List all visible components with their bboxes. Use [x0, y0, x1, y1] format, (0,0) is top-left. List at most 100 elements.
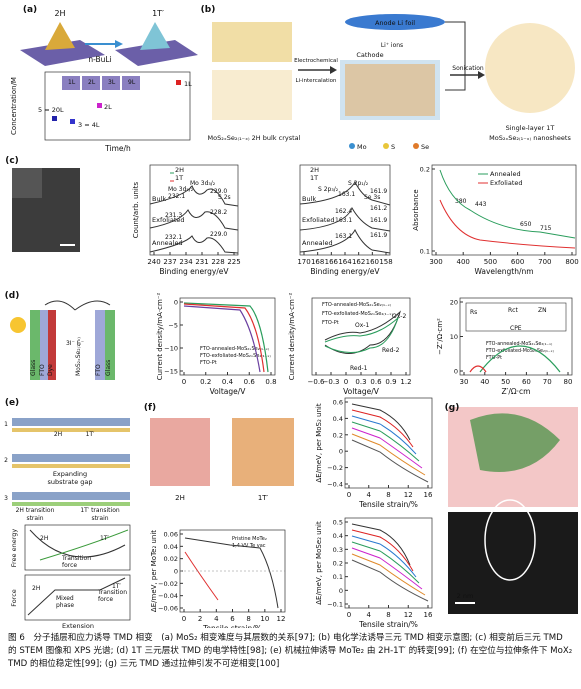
panel-label: (g) — [445, 403, 460, 413]
label: 2H — [175, 494, 185, 502]
y-axis-label: Current density/mA·cm⁻² — [288, 293, 296, 381]
label: Expanding — [53, 470, 87, 478]
x-tick-label: 0.2 — [200, 378, 211, 386]
label: FTO-exfoliated-MoS₂ₓSe₂₍₁₋ₓ₎ — [322, 311, 393, 317]
x-tick-label: 50 — [501, 378, 510, 386]
y-tick-label: 0.3 — [333, 546, 343, 554]
y-tick-label: −15 — [164, 368, 178, 376]
y-tick-label: 0.4 — [333, 415, 343, 423]
label: Bulk — [302, 195, 316, 203]
label: 2H — [310, 166, 319, 174]
label: phase — [56, 602, 74, 609]
x-tick-label: 170 — [297, 258, 310, 266]
label: FTO-exfoliated-MoS₂ₓSe₂₍₁₋ₓ₎ — [486, 348, 554, 354]
label: 9L — [128, 79, 136, 86]
y-tick-label: −0.04 — [158, 592, 178, 600]
panel-label: (b) — [201, 5, 216, 15]
x-tick-label: 800 — [565, 258, 578, 266]
curve — [183, 302, 269, 373]
label: 163.1 — [335, 233, 352, 240]
curve — [149, 209, 239, 231]
x-axis-label: Tensile strain/% — [202, 624, 262, 628]
curve — [149, 235, 239, 254]
curve — [351, 427, 423, 469]
label: 1,4-VV Te vac — [232, 543, 266, 549]
label: FTO-exfoliated-MoS₂ₓSe₂₍₁₋ₓ₎ — [200, 353, 271, 359]
label: 228.2 — [210, 209, 227, 216]
panel-label: (e) — [5, 398, 19, 408]
x-tick-label: 4 — [367, 491, 372, 499]
label: 162.4 — [335, 208, 352, 215]
label: 2H — [175, 166, 184, 174]
label: Ox-2 — [392, 313, 406, 320]
curve — [299, 206, 391, 232]
curve — [351, 553, 426, 596]
label: 232.1 — [165, 234, 182, 241]
y-tick-label: −0.1 — [327, 601, 343, 609]
label: 1T — [310, 174, 318, 182]
curve — [351, 535, 417, 578]
x-tick-label: 225 — [227, 258, 240, 266]
schematic-e — [12, 418, 131, 621]
y-axis-label: ΔE/meV, per MoTe₂ unit — [150, 530, 158, 612]
y-tick-label: 0 — [454, 368, 458, 376]
x-tick-label: 164 — [338, 258, 352, 266]
label: 1L — [68, 79, 76, 86]
x-axis-label: Z′/Ω·cm — [502, 387, 531, 396]
label: Rct — [508, 307, 518, 314]
curve — [351, 559, 429, 602]
label: n-BuLi — [88, 55, 111, 64]
label: 3 = 4L — [78, 121, 100, 129]
label: Single-layer 1T — [506, 124, 555, 132]
x-tick-label: 12 — [404, 611, 413, 619]
label: Exfoliated — [490, 179, 523, 187]
label: 715 — [540, 225, 552, 232]
curve — [184, 551, 219, 601]
y-tick-label: 0.2 — [333, 560, 343, 568]
circuit-box — [465, 302, 567, 332]
x-axis-label: Wavelength/nm — [474, 267, 533, 276]
y-tick-label: 10 — [450, 333, 458, 341]
x-tick-label: 228 — [211, 258, 224, 266]
label: FTO-Pt — [486, 355, 502, 361]
label: Dye — [47, 364, 54, 376]
label: 2 nm — [457, 592, 474, 600]
x-axis-label: Voltage/V — [210, 387, 247, 396]
x-tick-label: 10 — [260, 615, 269, 623]
label: 1T′ — [86, 431, 95, 438]
label: 1T′ — [152, 9, 164, 18]
panel-label: (f) — [144, 403, 156, 413]
label: 3L — [108, 79, 116, 86]
x-tick-label: 168 — [311, 258, 324, 266]
x-tick-label: −0.3 — [323, 378, 340, 386]
label: Transition — [97, 589, 127, 596]
x-tick-label: 234 — [179, 258, 193, 266]
curve — [184, 537, 279, 609]
curve — [183, 303, 265, 373]
label: S 2s — [218, 194, 231, 201]
x-tick-label: 160 — [366, 258, 379, 266]
panel-label: (c) — [5, 156, 19, 166]
caption: 图 6 分子插层和应力诱导 TMD 相变 (a) MoS₂ 相变难度与其层数的关… — [8, 633, 573, 669]
label: Cathode — [356, 51, 383, 59]
x-tick-label: 0 — [182, 615, 186, 623]
x-tick-label: 6 — [230, 615, 235, 623]
label: 1T′ — [258, 494, 269, 502]
x-tick-label: 4 — [214, 615, 219, 623]
label: Glass — [105, 360, 112, 376]
label: 1 — [4, 421, 8, 428]
curve — [351, 541, 420, 584]
y-tick-label: 20 — [450, 299, 458, 307]
label: Mixed — [56, 595, 74, 602]
label: 2H — [32, 585, 40, 592]
images-g — [448, 407, 578, 614]
y-tick-label: 0.2 — [420, 166, 430, 174]
x-tick-label: 16 — [424, 611, 433, 619]
label: Se 3s — [364, 194, 380, 201]
y-tick-label: 0.02 — [164, 555, 178, 563]
label: 229.0 — [210, 231, 227, 238]
x-tick-label: 0.8 — [265, 378, 276, 386]
x-tick-label: 400 — [457, 258, 470, 266]
x-tick-label: 0.3 — [355, 378, 366, 386]
label: 3I⁻ I₃⁻ — [66, 340, 84, 347]
